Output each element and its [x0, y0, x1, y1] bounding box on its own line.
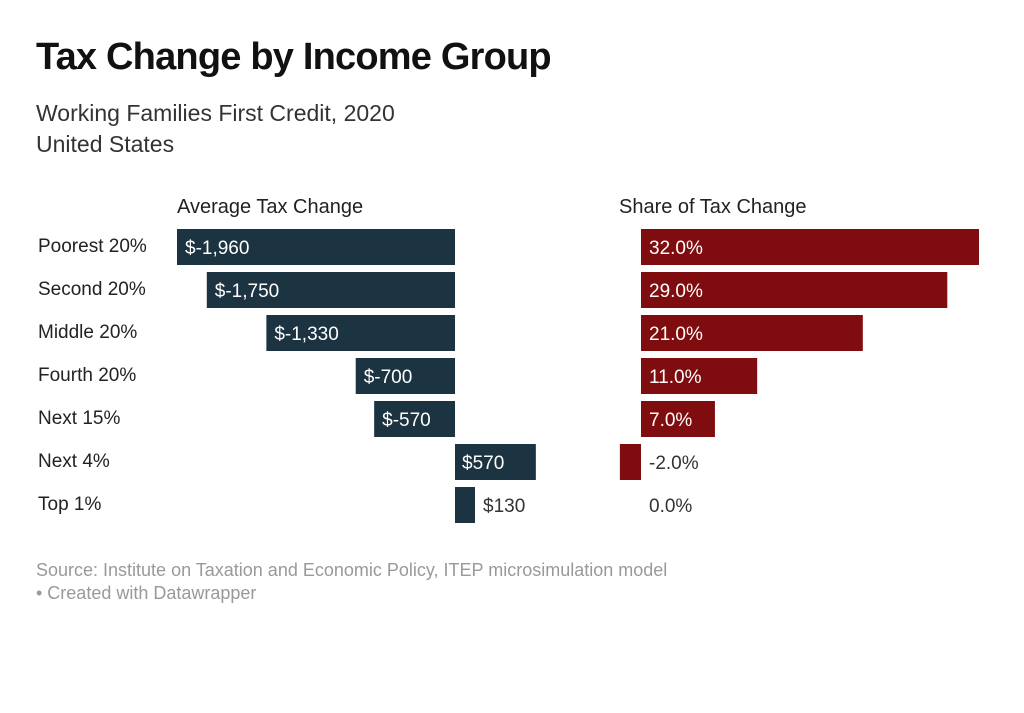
avg-bar-label-0: $-1,960 [185, 238, 249, 259]
source-note: Source: Institute on Taxation and Econom… [36, 560, 668, 580]
avg-bar-3 [355, 358, 455, 394]
row-label-poorest-20: Poorest 20% [38, 236, 147, 257]
avg-bar-2 [266, 315, 455, 351]
share-bar-0 [641, 229, 979, 265]
share-bar-label-5: -2.0% [649, 453, 699, 474]
avg-bar-6 [455, 487, 475, 523]
row-label-top-1: Top 1% [38, 494, 102, 515]
share-bar-label-1: 29.0% [649, 281, 703, 302]
row-label-next-4: Next 4% [38, 451, 110, 472]
row-label-middle-20: Middle 20% [38, 322, 138, 343]
share-bar-label-2: 21.0% [649, 324, 703, 345]
chart-subtitle: Working Families First Credit, 2020 Unit… [36, 98, 395, 160]
avg-bar-label-1: $-1,750 [215, 281, 279, 302]
avg-bar-4 [374, 401, 455, 437]
share-bar-label-6: 0.0% [649, 496, 692, 517]
row-label-fourth-20: Fourth 20% [38, 365, 137, 386]
row-label-next-15: Next 15% [38, 408, 121, 429]
share-bar-3 [641, 358, 758, 394]
share-bar-label-3: 11.0% [649, 367, 702, 388]
chart-footer: Source: Institute on Taxation and Econom… [36, 559, 667, 605]
avg-bar-5 [455, 444, 536, 480]
credit-note: • Created with Datawrapper [36, 583, 257, 603]
share-bar-4 [641, 401, 715, 437]
chart-title: Tax Change by Income Group [36, 36, 552, 78]
subtitle-line-2: United States [36, 131, 175, 157]
share-bar-label-4: 7.0% [649, 410, 692, 431]
avg-bar-label-3: $-700 [364, 367, 413, 388]
subtitle-line-1: Working Families First Credit, 2020 [36, 100, 395, 126]
avg-bar-label-6: $130 [483, 496, 525, 517]
avg-bar-label-5: $570 [462, 453, 504, 474]
share-bar-2 [641, 315, 863, 351]
row-label-second-20: Second 20% [38, 279, 146, 300]
share-bar-1 [641, 272, 948, 308]
avg-tax-change-header: Average Tax Change [177, 196, 364, 218]
share-bar-5 [619, 444, 641, 480]
avg-bar-1 [206, 272, 455, 308]
avg-bar-label-4: $-570 [382, 410, 431, 431]
avg-bar-0 [177, 229, 455, 265]
avg-bar-label-2: $-1,330 [274, 324, 338, 345]
share-bar-label-0: 32.0% [649, 238, 703, 259]
share-tax-change-header: Share of Tax Change [619, 196, 807, 218]
